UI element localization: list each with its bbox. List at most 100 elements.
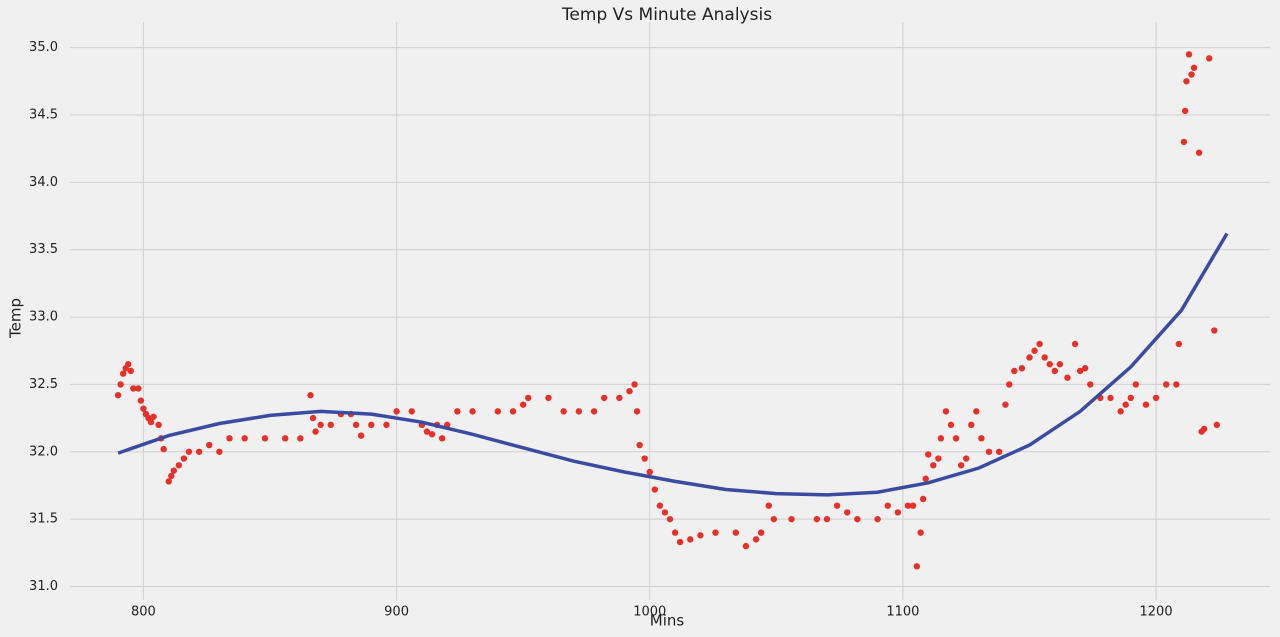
y-tick-label: 32.0 xyxy=(29,444,58,459)
data-point xyxy=(656,502,664,509)
data-point xyxy=(117,381,124,388)
data-point xyxy=(1087,381,1094,388)
data-point xyxy=(631,381,638,388)
data-point xyxy=(1195,149,1203,156)
data-point xyxy=(168,472,175,480)
data-point xyxy=(519,401,527,408)
y-tick-label: 34.5 xyxy=(29,107,58,122)
data-point xyxy=(1206,55,1213,62)
data-point xyxy=(469,408,476,415)
data-point xyxy=(226,435,233,442)
data-point xyxy=(697,532,704,539)
data-point xyxy=(525,394,532,402)
x-axis-label: Mins xyxy=(650,612,685,630)
data-point xyxy=(1132,381,1140,388)
data-point xyxy=(671,529,679,536)
data-point xyxy=(636,441,643,449)
data-point xyxy=(1031,347,1038,354)
data-point xyxy=(947,421,955,429)
data-point xyxy=(666,515,674,523)
data-point xyxy=(641,455,648,462)
data-point xyxy=(165,478,172,485)
data-point xyxy=(160,445,167,453)
data-point xyxy=(973,408,980,415)
data-point xyxy=(957,462,965,469)
data-point xyxy=(922,475,929,482)
data-point xyxy=(1064,374,1071,381)
data-point xyxy=(509,408,517,415)
data-point xyxy=(813,515,821,523)
data-point xyxy=(1046,361,1053,368)
data-point xyxy=(1185,51,1193,58)
data-point xyxy=(919,495,927,503)
data-point xyxy=(1183,78,1190,85)
data-point xyxy=(1071,340,1079,348)
data-point xyxy=(942,408,950,415)
data-point xyxy=(968,421,975,429)
x-tick-label: 900 xyxy=(384,605,409,620)
data-point xyxy=(1036,340,1043,348)
data-point xyxy=(687,536,694,543)
data-point xyxy=(1127,394,1134,402)
data-point xyxy=(1211,327,1218,334)
data-point xyxy=(393,408,400,415)
data-point xyxy=(833,502,841,509)
data-point xyxy=(1076,367,1084,375)
data-point xyxy=(150,413,157,420)
data-point xyxy=(770,515,777,523)
data-point xyxy=(626,387,633,395)
data-point xyxy=(130,385,137,392)
data-point xyxy=(1175,340,1183,348)
data-point xyxy=(1002,401,1009,408)
y-tick-label: 33.5 xyxy=(29,242,58,257)
y-tick-label: 32.5 xyxy=(29,377,58,392)
data-point xyxy=(135,385,142,392)
data-point xyxy=(1180,138,1188,146)
data-point xyxy=(170,467,177,474)
data-point xyxy=(1018,365,1026,372)
data-point xyxy=(985,448,993,455)
data-point xyxy=(175,462,183,469)
data-point xyxy=(963,455,970,462)
data-point xyxy=(909,502,917,509)
fit-line xyxy=(117,232,1229,497)
data-point xyxy=(1011,367,1018,375)
data-point xyxy=(368,421,375,429)
data-point xyxy=(646,468,653,476)
data-point xyxy=(383,421,390,429)
data-point xyxy=(216,448,223,455)
data-point xyxy=(1163,381,1170,388)
data-point xyxy=(616,394,623,402)
data-point xyxy=(1006,381,1013,388)
data-point xyxy=(765,502,772,509)
data-point xyxy=(937,435,945,442)
y-tick-label: 33.0 xyxy=(29,310,58,325)
data-point xyxy=(317,421,324,429)
data-point xyxy=(114,392,122,399)
data-point xyxy=(428,431,436,438)
data-point xyxy=(127,367,134,375)
data-point xyxy=(545,394,552,402)
x-tick-label: 1100 xyxy=(886,605,919,620)
data-point xyxy=(1142,401,1150,408)
chart-title: Temp Vs Minute Analysis xyxy=(561,5,772,25)
data-point xyxy=(661,509,669,516)
y-tick-label: 34.0 xyxy=(29,175,58,190)
data-point xyxy=(995,448,1003,455)
data-point xyxy=(206,441,213,449)
data-point xyxy=(309,414,317,422)
data-point xyxy=(1188,71,1195,78)
data-point xyxy=(408,408,415,415)
y-tick-label: 31.0 xyxy=(29,579,58,594)
data-point xyxy=(1181,107,1189,115)
data-point xyxy=(147,418,155,426)
data-point xyxy=(1173,381,1180,388)
data-point xyxy=(1200,425,1208,433)
data-point xyxy=(590,408,598,415)
data-point xyxy=(978,435,985,442)
data-point xyxy=(155,421,162,429)
x-tick-label: 1200 xyxy=(1140,605,1173,620)
data-point xyxy=(757,529,765,536)
